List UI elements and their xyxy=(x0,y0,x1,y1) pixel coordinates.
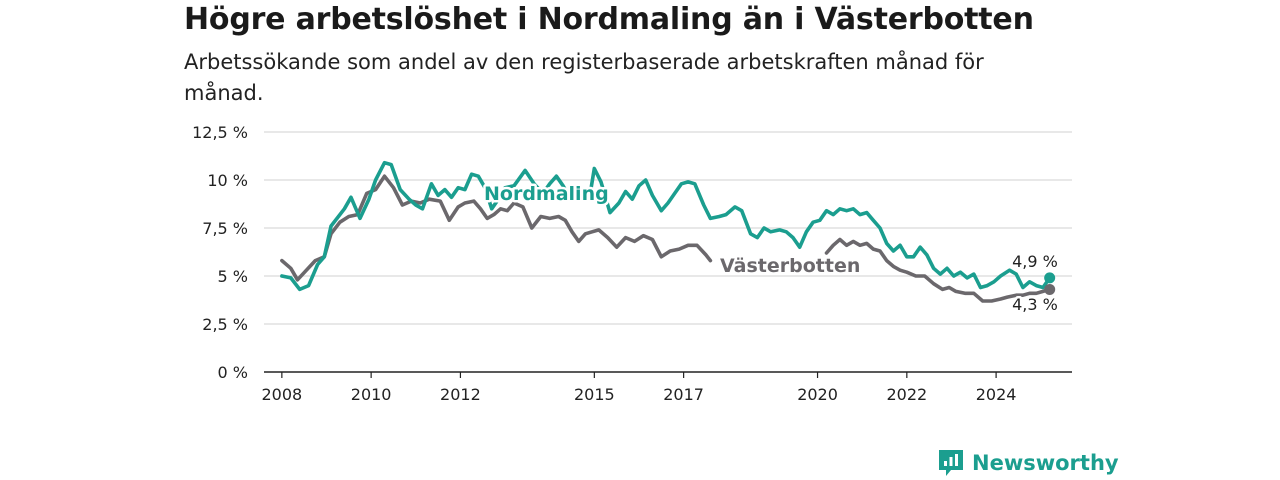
series-line-vasterbotten xyxy=(280,174,713,282)
chart-title: Högre arbetslöshet i Nordmaling än i Väs… xyxy=(184,2,1034,37)
series-line-nordmaling xyxy=(280,160,1052,292)
endpoint-nordmaling xyxy=(1044,272,1056,284)
endpoint-vasterbotten xyxy=(1044,283,1056,295)
chart-subtitle: Arbetssökande som andel av den registerb… xyxy=(184,50,984,105)
y-tick-label: 2,5 % xyxy=(202,315,248,334)
end-label-nordmaling: 4,9 % xyxy=(1012,252,1058,271)
series-label-nordmaling: Nordmaling xyxy=(484,183,609,205)
newsworthy-logo-icon xyxy=(939,450,963,476)
x-tick-label: 2022 xyxy=(886,385,927,404)
x-tick-label: 2008 xyxy=(261,385,302,404)
series-line-vasterbotten xyxy=(824,237,1052,303)
end-label-vasterbotten: 4,3 % xyxy=(1012,295,1058,314)
y-tick-label: 12,5 % xyxy=(192,123,248,142)
y-tick-label: 0 % xyxy=(218,363,248,382)
x-tick-label: 2020 xyxy=(797,385,838,404)
x-tick-label: 2015 xyxy=(574,385,615,404)
brand-logo: Newsworthy xyxy=(937,448,1119,478)
y-tick-label: 10 % xyxy=(207,171,248,190)
y-tick-label: 7,5 % xyxy=(202,219,248,238)
x-tick-label: 2024 xyxy=(976,385,1017,404)
brand-name: Newsworthy xyxy=(972,451,1119,475)
x-tick-label: 2017 xyxy=(663,385,704,404)
x-tick-label: 2012 xyxy=(440,385,481,404)
x-tick-label: 2010 xyxy=(351,385,392,404)
series-label-vasterbotten: Västerbotten xyxy=(720,255,860,277)
y-tick-label: 5 % xyxy=(218,267,248,286)
